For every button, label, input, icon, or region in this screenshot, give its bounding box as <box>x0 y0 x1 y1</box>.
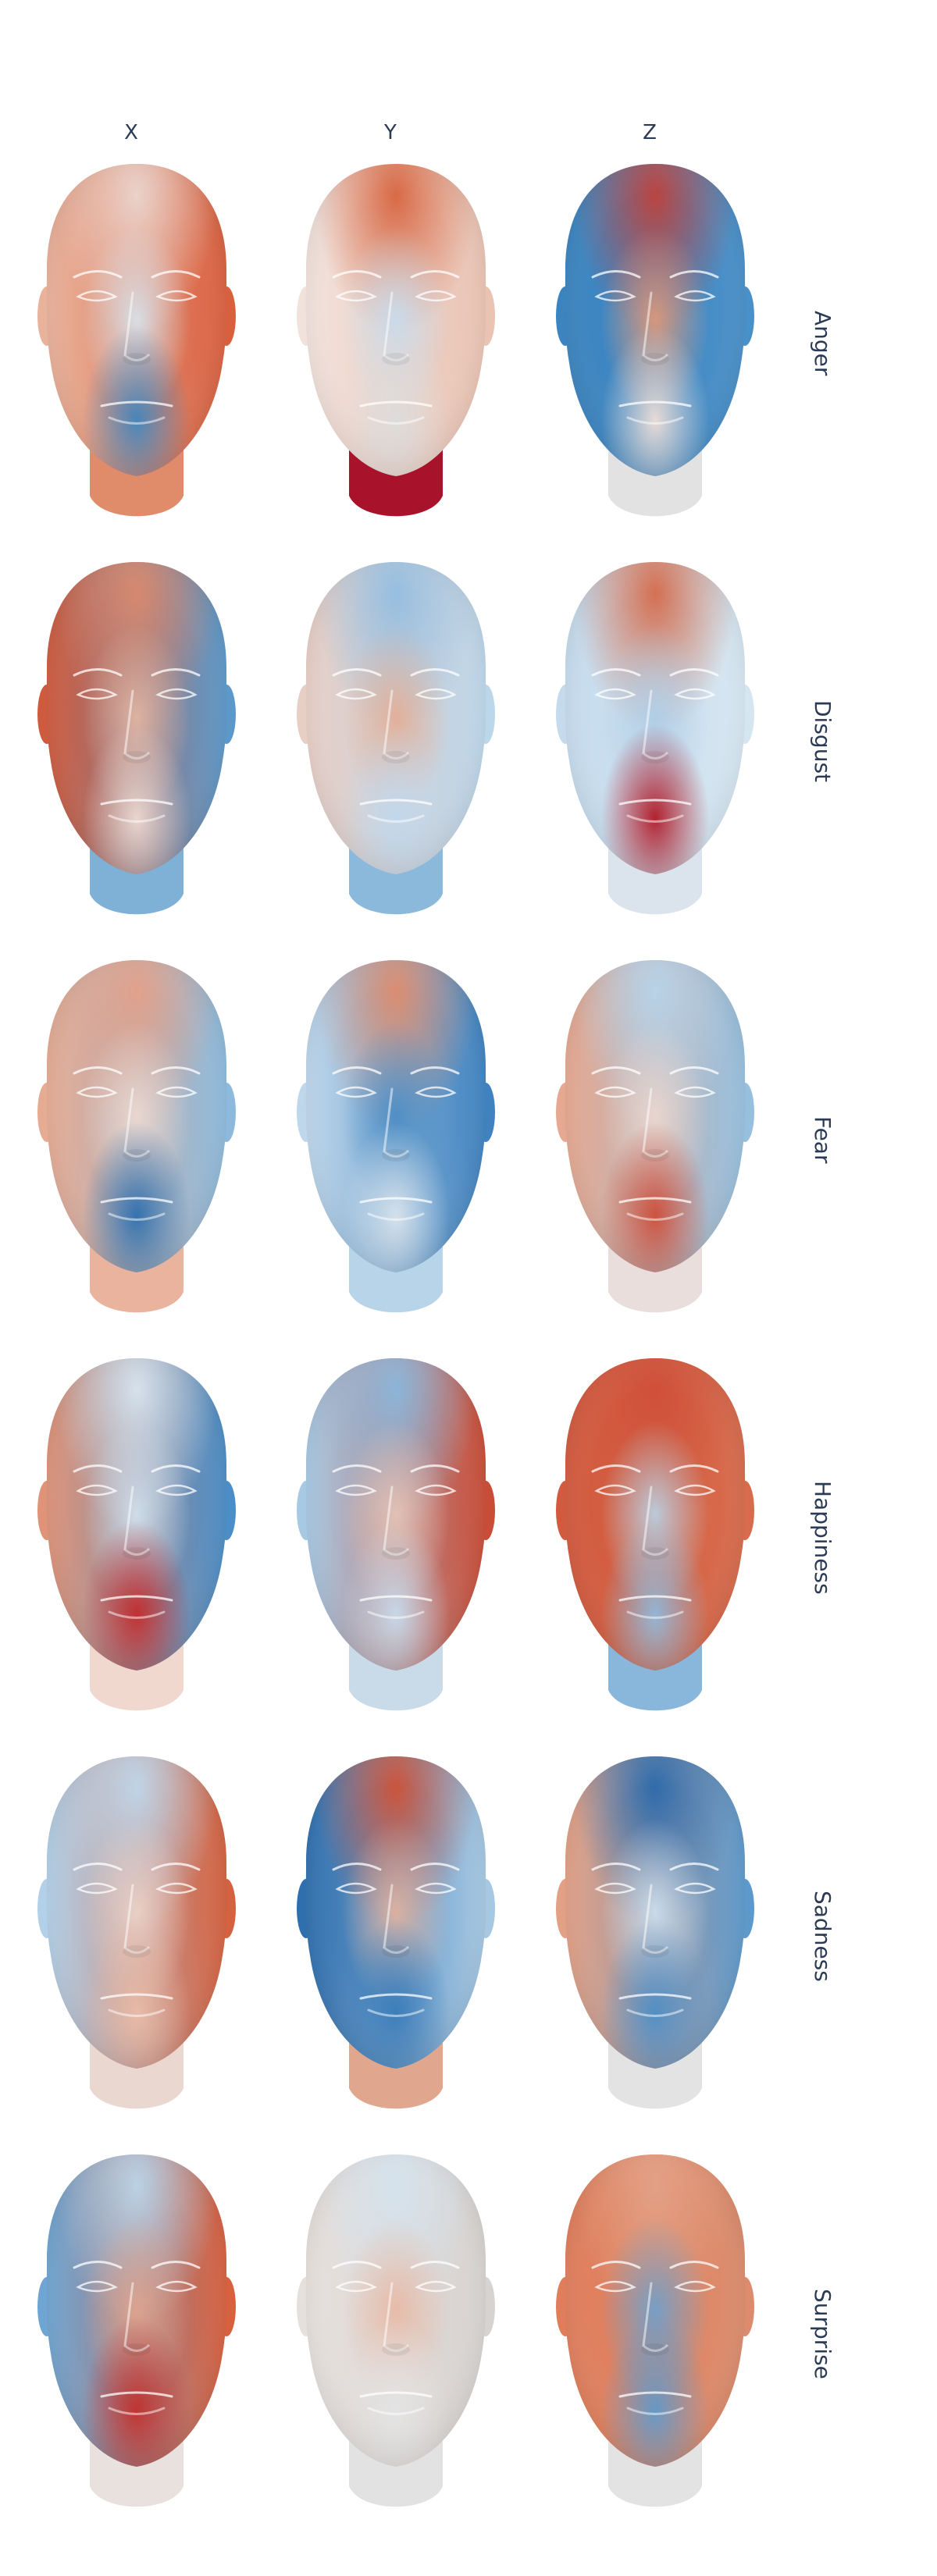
facial-features <box>332 1066 460 1221</box>
face-disgust-x <box>16 546 258 937</box>
facial-features <box>591 1464 719 1619</box>
face-disgust-z <box>534 546 776 937</box>
facial-features <box>332 2261 460 2415</box>
face-shading <box>565 562 746 874</box>
row-label-disgust: Disgust <box>810 700 835 783</box>
nose-shadow <box>641 2343 669 2356</box>
nose-shadow <box>641 353 669 365</box>
row-label-sadness: Sadness <box>810 1890 835 1982</box>
face-shading <box>305 1756 486 2069</box>
face-happiness-y <box>275 1343 517 1733</box>
row-label-fear: Fear <box>810 1115 835 1164</box>
face-fear-z <box>534 945 776 1335</box>
nose-shadow <box>123 2343 151 2356</box>
facial-features <box>591 270 719 425</box>
face-shading <box>565 1756 746 2069</box>
face-shading <box>565 164 746 476</box>
nose-shadow <box>123 1945 151 1958</box>
face-fear-x <box>16 945 258 1335</box>
face-sadness-z <box>534 1741 776 2131</box>
nose-shadow <box>123 751 151 763</box>
facial-features <box>332 668 460 823</box>
nose-shadow <box>382 1547 410 1560</box>
column-label-y: Y <box>384 121 397 144</box>
facial-features <box>73 1863 201 2017</box>
facial-features <box>332 270 460 425</box>
nose-shadow <box>641 1547 669 1560</box>
nose-shadow <box>382 751 410 763</box>
face-sadness-y <box>275 1741 517 2131</box>
nose-shadow <box>382 1149 410 1162</box>
nose-shadow <box>382 353 410 365</box>
face-shading <box>46 1358 227 1670</box>
nose-shadow <box>641 1149 669 1162</box>
face-shading <box>46 1756 227 2069</box>
face-shading <box>46 960 227 1272</box>
face-shading <box>46 2154 227 2467</box>
face-shading <box>305 164 486 476</box>
row-label-surprise: Surprise <box>810 2289 835 2379</box>
face-shading <box>46 164 227 476</box>
face-shading <box>305 1358 486 1670</box>
face-happiness-x <box>16 1343 258 1733</box>
facial-features <box>591 2261 719 2415</box>
facial-features <box>591 1066 719 1221</box>
facial-features <box>73 1464 201 1619</box>
face-surprise-x <box>16 2139 258 2529</box>
facial-features <box>332 1863 460 2017</box>
face-shading <box>305 562 486 874</box>
face-shading <box>565 2154 746 2467</box>
facial-features <box>332 1464 460 1619</box>
facial-features <box>73 270 201 425</box>
face-shading <box>305 960 486 1272</box>
row-label-anger: Anger <box>810 311 835 376</box>
face-happiness-z <box>534 1343 776 1733</box>
column-label-x: X <box>124 121 138 144</box>
nose-shadow <box>123 1547 151 1560</box>
face-shading <box>305 2154 486 2467</box>
face-surprise-y <box>275 2139 517 2529</box>
face-fear-y <box>275 945 517 1335</box>
nose-shadow <box>641 1945 669 1958</box>
facial-features <box>591 1863 719 2017</box>
face-anger-z <box>534 148 776 539</box>
face-disgust-y <box>275 546 517 937</box>
nose-shadow <box>123 353 151 365</box>
nose-shadow <box>641 751 669 763</box>
nose-shadow <box>382 2343 410 2356</box>
face-shading <box>46 562 227 874</box>
face-sadness-x <box>16 1741 258 2131</box>
face-shading <box>565 1358 746 1670</box>
face-anger-x <box>16 148 258 539</box>
face-shading <box>565 960 746 1272</box>
row-label-happiness: Happiness <box>810 1481 835 1595</box>
face-anger-y <box>275 148 517 539</box>
nose-shadow <box>382 1945 410 1958</box>
facial-features <box>73 1066 201 1221</box>
face-surprise-z <box>534 2139 776 2529</box>
facial-features <box>73 2261 201 2415</box>
facial-features <box>591 668 719 823</box>
nose-shadow <box>123 1149 151 1162</box>
facial-features <box>73 668 201 823</box>
column-label-z: Z <box>643 121 657 144</box>
